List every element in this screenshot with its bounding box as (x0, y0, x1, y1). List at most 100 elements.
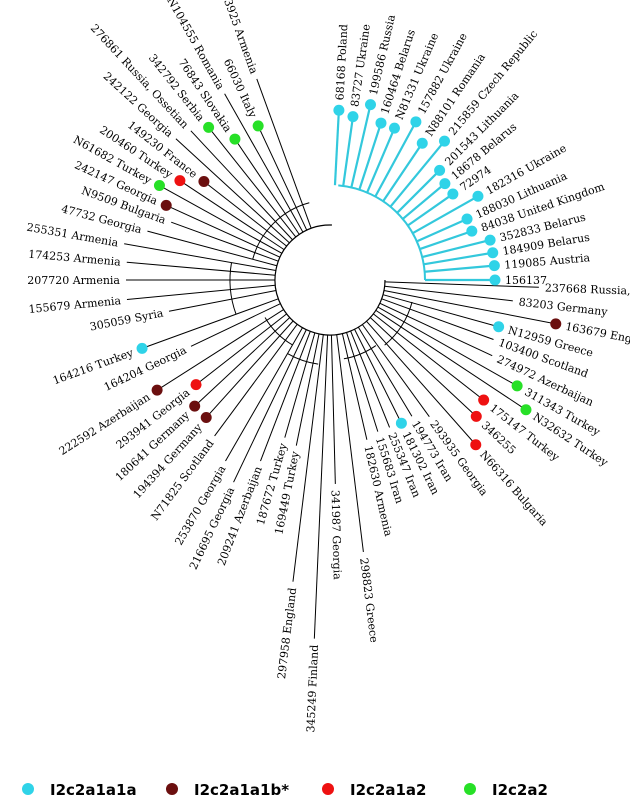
marker-red (190, 379, 202, 391)
branch-line (346, 332, 379, 432)
branch-line (412, 193, 482, 235)
branch-line (203, 320, 294, 421)
branch-arc (274, 224, 379, 336)
branch-line (341, 333, 368, 440)
branch-line (256, 122, 308, 231)
branch-arc (343, 345, 377, 360)
marker-cyan (136, 342, 148, 354)
branch-line (374, 117, 419, 198)
branch-line (382, 294, 503, 329)
branch-line (357, 326, 413, 417)
leaf-label: 237668 Russia, Ossetian (545, 282, 630, 300)
tree-branches (124, 78, 560, 639)
marker-cyan (364, 99, 376, 111)
marker-cyan (347, 111, 359, 123)
branch-arc (384, 301, 413, 346)
branch-line (379, 302, 493, 357)
branch-arc (287, 353, 319, 365)
marker-cyan (461, 213, 473, 225)
leaf-label: 68168 Poland (333, 24, 350, 101)
marker-cyan (488, 260, 500, 272)
branch-line (330, 334, 336, 484)
marker-green (153, 179, 165, 191)
branch-line (224, 93, 304, 233)
branch-arc (377, 279, 386, 308)
leaf-label: 155679 Armenia (28, 294, 122, 316)
legend-label-i2c2a1a2: I2c2a1a2 (350, 781, 426, 799)
branch-line (233, 329, 307, 483)
marker-cyan (410, 116, 422, 128)
marker-red (470, 410, 482, 422)
branch-arc (229, 262, 237, 315)
branch-arc (252, 202, 310, 260)
branch-line (358, 118, 384, 190)
marker-cyan (434, 164, 446, 176)
marker-cyan (395, 417, 407, 429)
leaf-label: 207720 Armenia (27, 274, 120, 287)
branch-line (423, 251, 497, 266)
branch-line (419, 228, 476, 251)
branch-line (155, 183, 283, 254)
leaf-label: 341987 Georgia (328, 490, 343, 581)
branch-line (175, 138, 290, 244)
marker-cyan (484, 234, 496, 246)
branch-line (389, 137, 448, 208)
leaf-label: 297958 England (275, 587, 299, 680)
branch-line (176, 178, 285, 251)
legend-item: I2c2a1a1b* (166, 781, 289, 799)
branch-line (295, 333, 320, 446)
branch-line (369, 317, 480, 420)
legend-item: I2c2a1a1a (22, 781, 137, 799)
marker-cyan (439, 178, 451, 190)
branch-line (200, 178, 287, 247)
branch-line (284, 332, 316, 438)
marker-green (229, 133, 241, 145)
legend-swatch-red (322, 783, 334, 795)
haplogroup-markers (136, 99, 562, 451)
branch-line (396, 166, 444, 214)
branch-line (383, 290, 560, 326)
marker-cyan (438, 135, 450, 147)
marker-maroon (151, 384, 163, 396)
legend-swatch-green (464, 783, 476, 795)
branch-arc-cyan (338, 184, 426, 281)
branch-line (214, 323, 298, 437)
branch-arc (264, 317, 293, 346)
branch-line (384, 281, 539, 288)
branch-line (424, 264, 499, 273)
marker-cyan (466, 225, 478, 237)
marker-green (252, 120, 264, 132)
branch-line (126, 284, 276, 301)
branch-line (361, 324, 430, 418)
legend-label-i2c2a1a1b: I2c2a1a1b* (194, 781, 289, 799)
leaf-label: 305059 Syria (89, 306, 165, 333)
branch-line (292, 334, 324, 582)
branch-line (171, 221, 279, 262)
marker-maroon (160, 199, 172, 211)
branch-line (366, 124, 398, 193)
branch-line (191, 317, 291, 410)
leaf-label: 174253 Armenia (28, 248, 122, 269)
branch-line (205, 123, 297, 238)
marker-green (511, 380, 523, 392)
marker-cyan (489, 274, 501, 286)
branch-line (416, 216, 472, 243)
branch-line (402, 180, 449, 220)
branch-line (126, 261, 276, 276)
branch-line (381, 298, 494, 340)
branch-line (225, 327, 303, 462)
marker-cyan (416, 137, 428, 149)
branch-line (313, 334, 329, 639)
marker-red (174, 175, 186, 187)
marker-cyan (388, 122, 400, 134)
branch-line (168, 290, 277, 312)
leaf-label: 298823 Greece (357, 557, 380, 643)
leaf-label: 156137 (505, 274, 547, 287)
legend-swatch-cyan (22, 783, 34, 795)
marker-maroon (189, 400, 201, 412)
legend-item: I2c2a1a2 (322, 781, 426, 799)
branch-line (373, 313, 488, 403)
branch-line (153, 309, 284, 393)
branch-line (384, 285, 513, 302)
branch-line (407, 190, 457, 227)
